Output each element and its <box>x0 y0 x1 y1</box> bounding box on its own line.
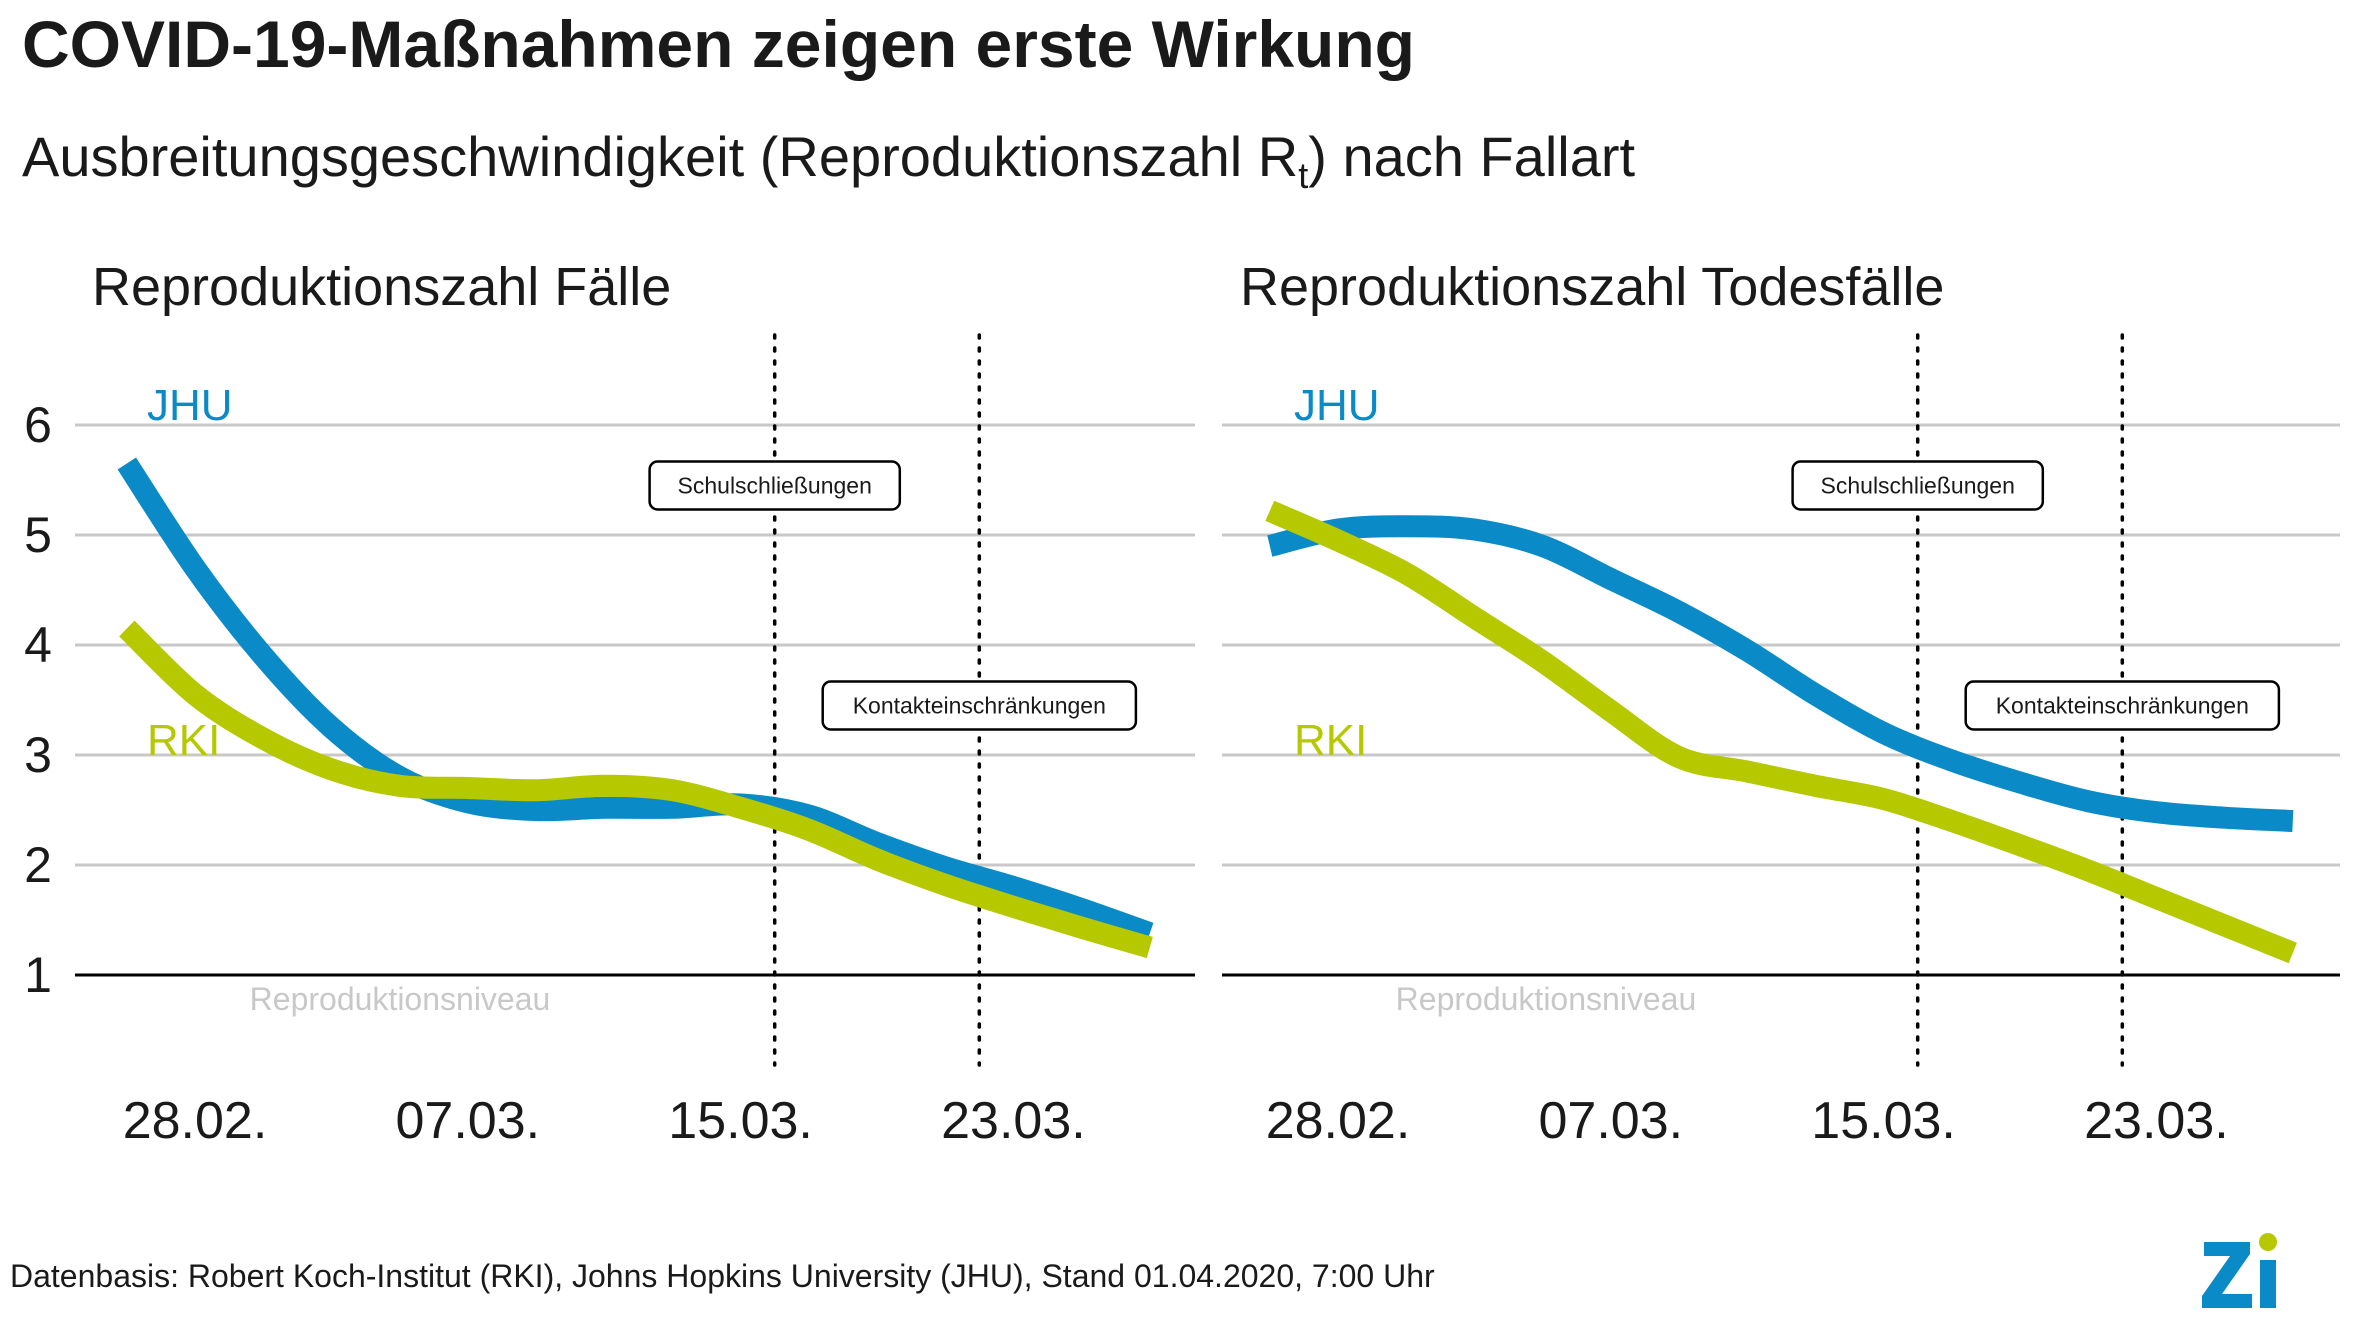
reference-level-label: Reproduktionsniveau <box>250 981 551 1017</box>
reference-level-label: Reproduktionsniveau <box>1396 981 1697 1017</box>
x-tick-label: 07.03. <box>396 1092 541 1150</box>
series-label-jhu: JHU <box>147 381 233 430</box>
annotation-label: Kontakteinschränkungen <box>853 693 1106 719</box>
y-tick-label: 5 <box>24 507 52 563</box>
zi-logo-i-stem <box>2260 1260 2276 1308</box>
annotation-label: Kontakteinschränkungen <box>1996 693 2249 719</box>
panel-title: Reproduktionszahl Fälle <box>92 257 671 317</box>
zi-logo <box>2202 1233 2277 1308</box>
subtitle-subscript: t <box>1298 155 1309 197</box>
x-tick-label: 23.03. <box>2084 1092 2229 1150</box>
series-line-rki <box>1265 500 2297 964</box>
annotation-box <box>1791 460 2045 511</box>
subtitle-main: Ausbreitungsgeschwindigkeit (Reproduktio… <box>22 125 1299 188</box>
chart-panel-2: Reproduktionszahl Todesfälle Reproduktion… <box>1222 257 2340 1150</box>
y-tick-label: 1 <box>24 947 52 1003</box>
x-tick-label: 28.02. <box>123 1092 268 1150</box>
chart-subtitle: Ausbreitungsgeschwindigkeit (Reproduktio… <box>22 124 1635 197</box>
series-label-jhu: JHU <box>1294 381 1380 430</box>
annotation-box <box>1964 680 2281 731</box>
zi-logo-z <box>2202 1242 2252 1308</box>
annotation-box <box>821 680 1138 731</box>
chart-panel-1: Reproduktionszahl Fälle 1 2 3 4 5 6 Reproduktio… <box>24 257 1195 1150</box>
x-tick-label: 15.03. <box>668 1092 813 1150</box>
x-tick-label: 28.02. <box>1266 1092 1411 1150</box>
series-line-rki <box>119 620 1153 959</box>
series-line-jhu <box>1267 515 2294 832</box>
x-tick-label: 15.03. <box>1811 1092 1956 1150</box>
annotation-label: Schulschließungen <box>678 473 872 499</box>
y-tick-label: 6 <box>24 397 52 453</box>
series-label-rki: RKI <box>147 716 220 765</box>
subtitle-end: ) nach Fallart <box>1308 125 1636 188</box>
y-tick-label: 2 <box>24 837 52 893</box>
charts-canvas: Reproduktionszahl Fälle 1 2 3 4 5 6 Reproduktio… <box>24 257 2340 1150</box>
chart-title: COVID-19-Maßnahmen zeigen erste Wirkung <box>22 7 1415 81</box>
panel-title: Reproduktionszahl Todesfälle <box>1240 257 1944 317</box>
data-source-note: Datenbasis: Robert Koch-Institut (RKI), … <box>10 1258 1435 1294</box>
x-tick-label: 23.03. <box>941 1092 1086 1150</box>
y-tick-label: 3 <box>24 727 52 783</box>
zi-logo-i-dot <box>2259 1233 2277 1251</box>
x-tick-label: 07.03. <box>1539 1092 1684 1150</box>
y-tick-label: 4 <box>24 617 52 673</box>
annotation-label: Schulschließungen <box>1821 473 2015 499</box>
annotation-box <box>648 460 902 511</box>
series-label-rki: RKI <box>1294 716 1367 765</box>
series-line-jhu <box>117 457 1154 944</box>
